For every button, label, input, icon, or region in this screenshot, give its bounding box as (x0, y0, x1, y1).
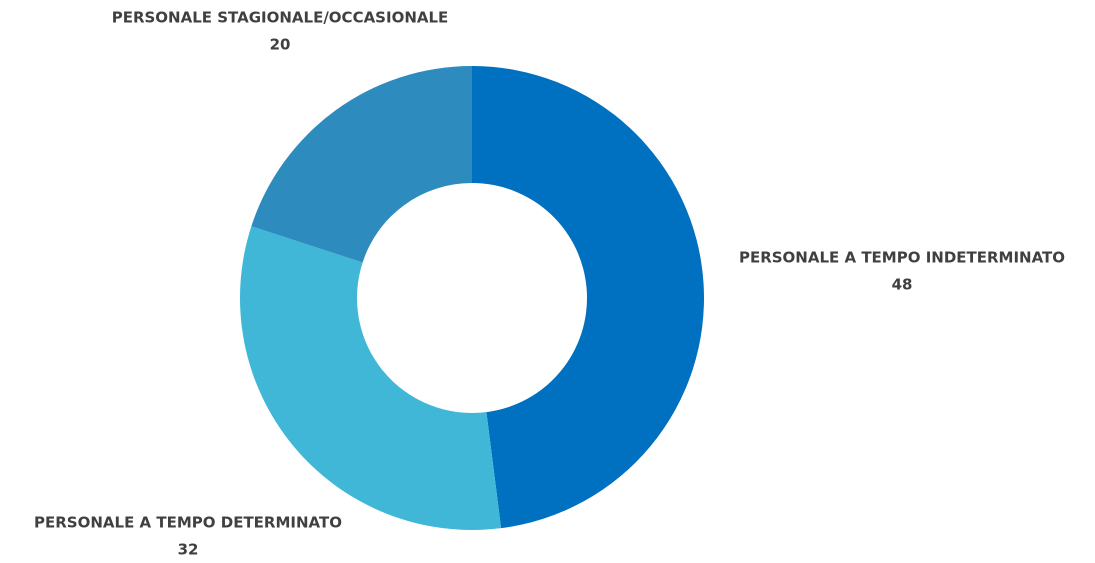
donut-slice (251, 65, 472, 263)
slice-label: PERSONALE STAGIONALE/OCCASIONALE (112, 9, 449, 27)
slice-label: PERSONALE A TEMPO INDETERMINATO (739, 249, 1065, 267)
donut-slice (472, 66, 704, 529)
slice-value: 48 (892, 276, 913, 294)
slice-value: 20 (270, 36, 291, 54)
slice-value: 32 (178, 541, 199, 559)
donut-slice (239, 226, 502, 530)
slice-label: PERSONALE A TEMPO DETERMINATO (34, 514, 342, 532)
